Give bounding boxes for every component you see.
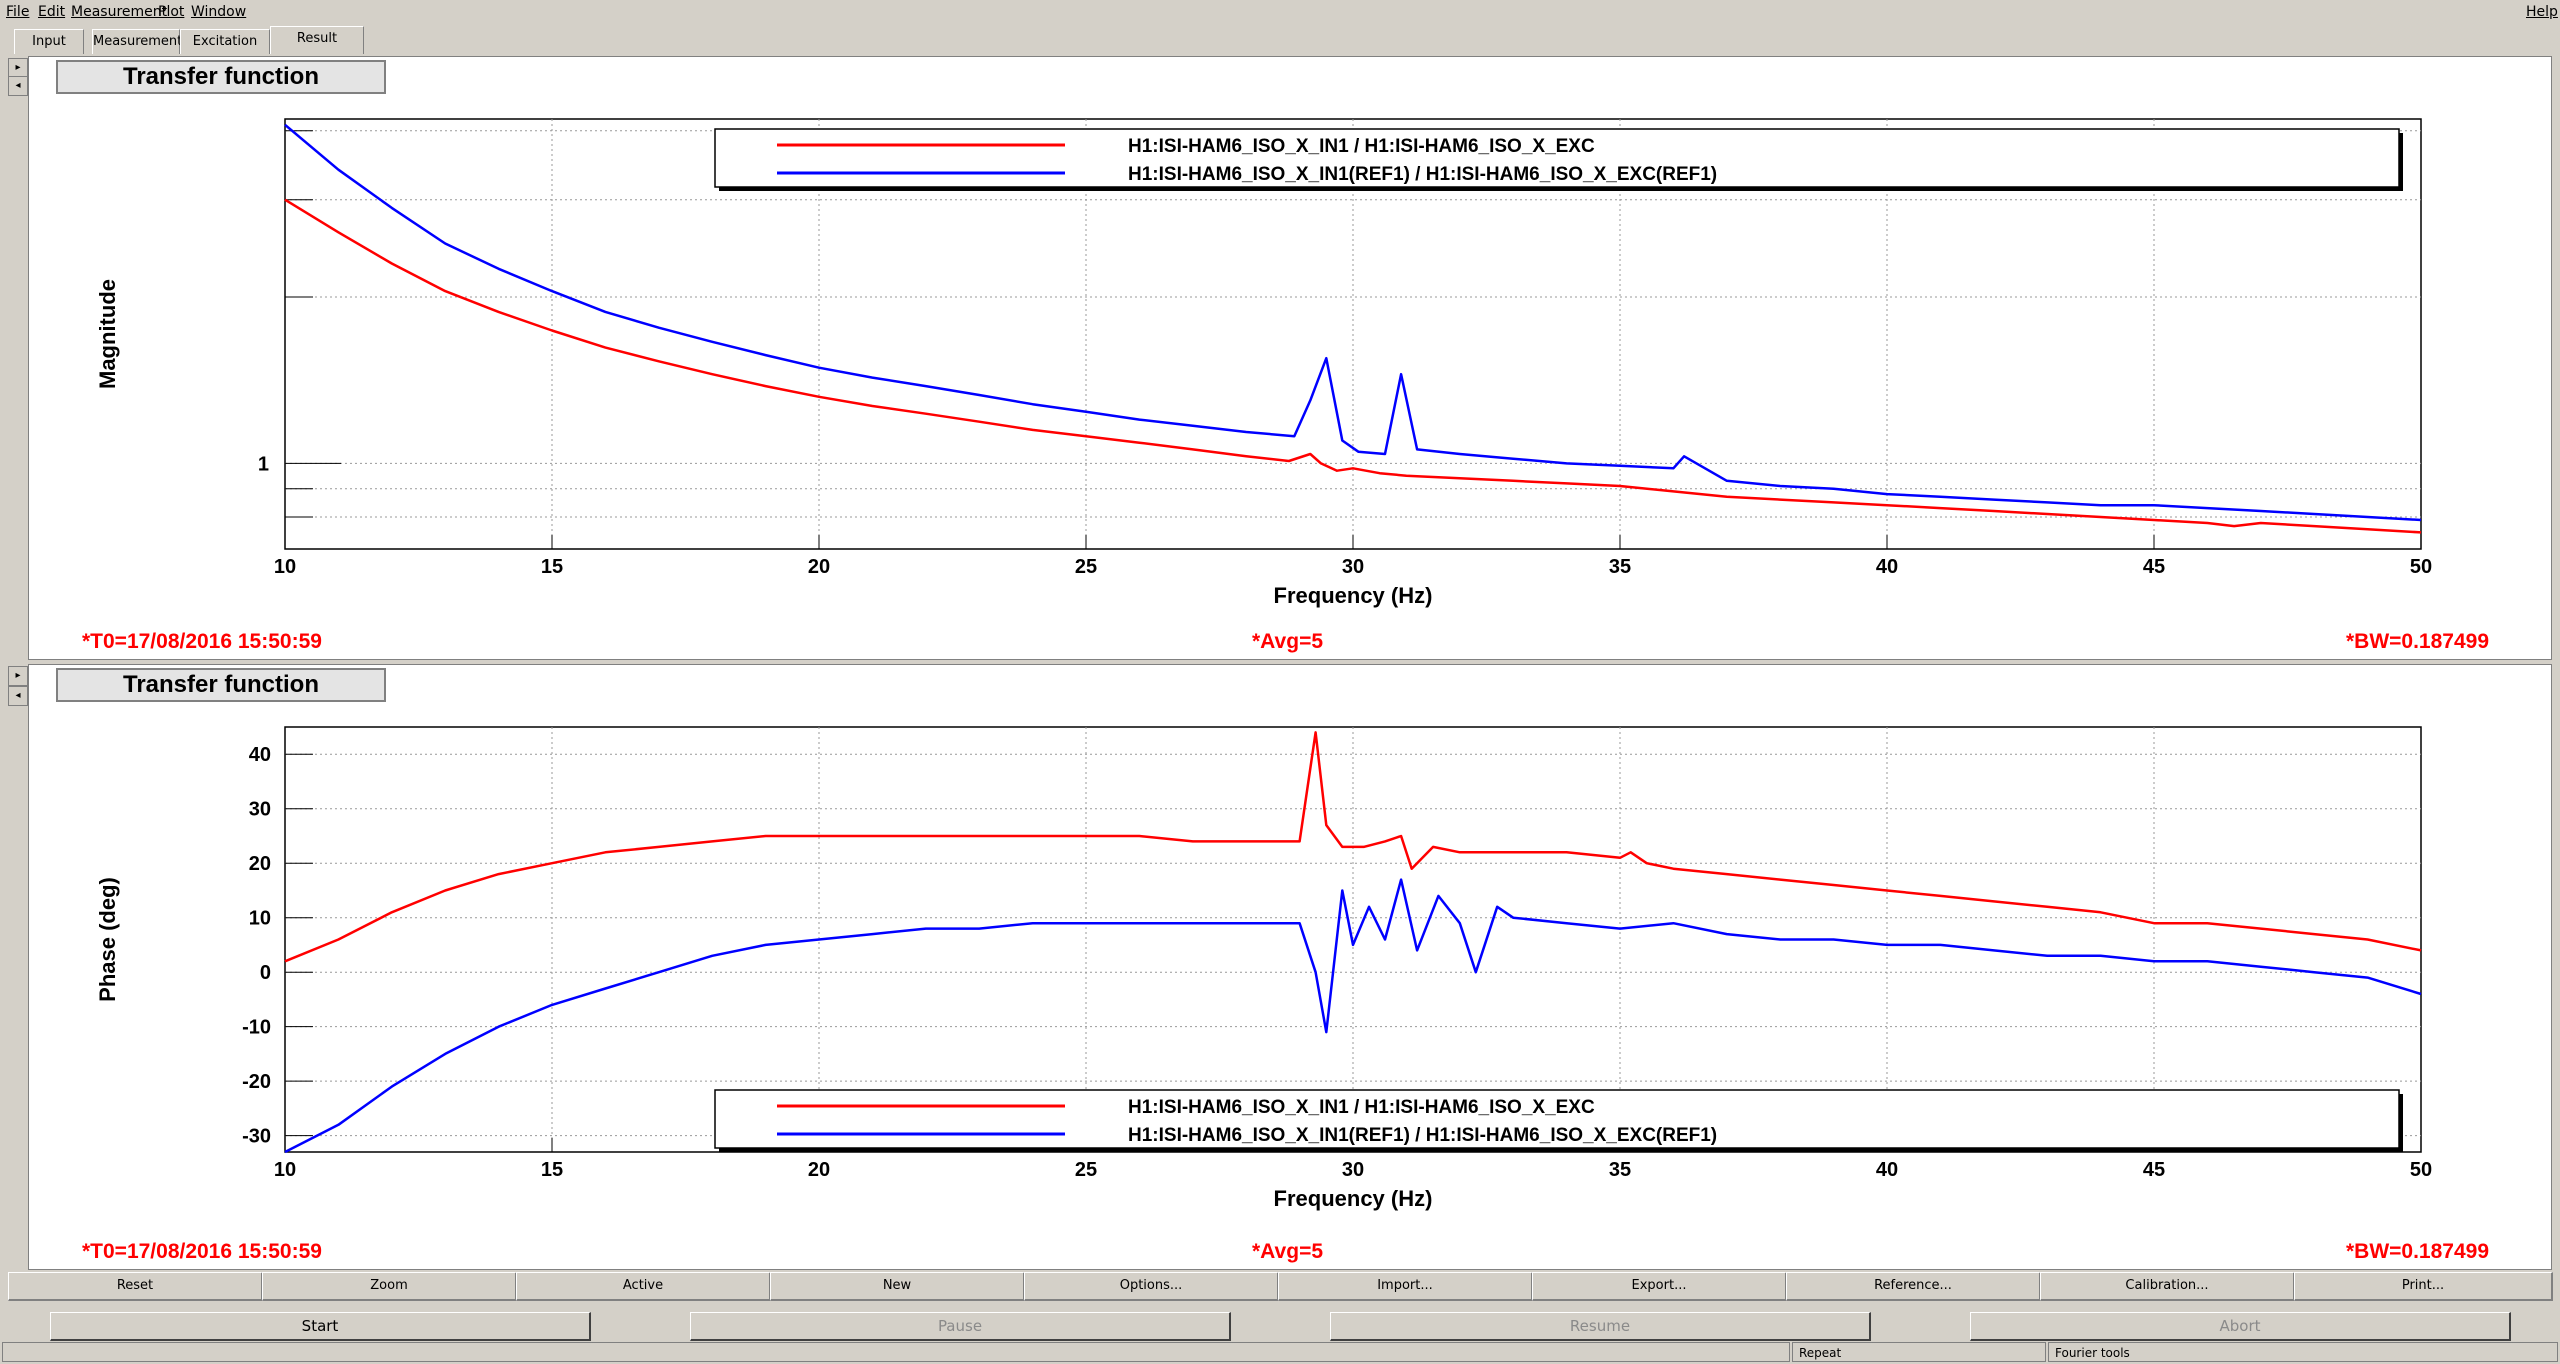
legend-entry: H1:ISI-HAM6_ISO_X_IN1(REF1) / H1:ISI-HAM… <box>1128 164 1717 185</box>
menu-window[interactable]: Window <box>191 4 246 20</box>
control-bar: Start Pause Resume Abort <box>0 1312 2560 1341</box>
status-message <box>2 1342 1790 1362</box>
menu-measurement-label: Measurement <box>71 4 168 20</box>
x-tick-label: 25 <box>1075 556 1097 578</box>
menu-file-label: File <box>6 4 30 20</box>
y-tick-label: -20 <box>242 1071 271 1093</box>
options-button[interactable]: Options... <box>1024 1272 1279 1301</box>
menu-bar: File Edit Measurement Plot Window Help <box>0 0 2560 24</box>
x-tick-label: 10 <box>274 556 296 578</box>
legend-entry: H1:ISI-HAM6_ISO_X_IN1 / H1:ISI-HAM6_ISO_… <box>1128 136 1595 157</box>
tab-input[interactable]: Input <box>14 29 84 54</box>
panel2-collapse-arrow-icon[interactable]: ◂ <box>8 686 28 706</box>
phase-chart[interactable]: 10 15 20 25 30 35 40 45 50 -30 -20 -10 0 10 20 30 40 Freq… <box>29 665 2551 1269</box>
y-axis-label: Phase (deg) <box>95 877 120 1002</box>
tab-excitation-label: Excitation <box>192 34 258 49</box>
panel2-t0-label: *T0=17/08/2016 15:50:59 <box>82 1240 322 1263</box>
x-tick-label: 15 <box>541 1159 563 1181</box>
reference-button[interactable]: Reference... <box>1786 1272 2041 1301</box>
menu-file[interactable]: File <box>6 4 29 20</box>
panel2-expand-arrow-icon[interactable]: ▸ <box>8 666 28 686</box>
print-button[interactable]: Print... <box>2294 1272 2553 1301</box>
reset-button[interactable]: Reset <box>8 1272 263 1301</box>
pause-button[interactable]: Pause <box>690 1312 1231 1341</box>
x-tick-label: 10 <box>274 1159 296 1181</box>
legend-entry: H1:ISI-HAM6_ISO_X_IN1 / H1:ISI-HAM6_ISO_… <box>1128 1097 1595 1118</box>
y-tick-label: 0 <box>260 962 271 984</box>
y-tick-label: -30 <box>242 1126 271 1148</box>
x-tick-label: 35 <box>1609 556 1631 578</box>
resume-button[interactable]: Resume <box>1330 1312 1871 1341</box>
tab-input-label: Input <box>32 34 66 49</box>
x-tick-label: 40 <box>1876 556 1898 578</box>
x-tick-label: 30 <box>1342 1159 1364 1181</box>
panel1-expand-arrow-icon[interactable]: ▸ <box>8 58 28 78</box>
tab-result[interactable]: Result <box>270 26 364 54</box>
calibration-button[interactable]: Calibration... <box>2040 1272 2295 1301</box>
x-tick-label: 50 <box>2410 1159 2432 1181</box>
abort-button[interactable]: Abort <box>1970 1312 2511 1341</box>
start-button[interactable]: Start <box>50 1312 591 1341</box>
series-line-blue <box>284 123 2422 522</box>
legend-entry: H1:ISI-HAM6_ISO_X_IN1(REF1) / H1:ISI-HAM… <box>1128 1125 1717 1146</box>
menu-edit[interactable]: Edit <box>38 4 65 20</box>
y-tick-label: 1 <box>258 453 269 475</box>
panel1-bw-label: *BW=0.187499 <box>2346 630 2490 653</box>
x-tick-label: 30 <box>1342 556 1364 578</box>
panel1-avg-label: *Avg=5 <box>1252 630 1324 653</box>
tab-measurement[interactable]: Measurement <box>92 29 183 54</box>
x-tick-label: 20 <box>808 556 830 578</box>
menu-help[interactable]: Help <box>2526 4 2558 20</box>
status-bar: Repeat Fourier tools <box>0 1340 2560 1364</box>
menu-plot[interactable]: Plot <box>158 4 184 20</box>
tab-excitation[interactable]: Excitation <box>180 29 270 54</box>
y-tick-label: -10 <box>242 1017 271 1039</box>
legend-box <box>714 1089 2400 1149</box>
zoom-button[interactable]: Zoom <box>262 1272 517 1301</box>
x-tick-label: 40 <box>1876 1159 1898 1181</box>
y-tick-label: 20 <box>249 853 271 875</box>
menu-plot-label: Plot <box>158 4 185 20</box>
series-line-blue <box>284 878 2422 1154</box>
plot-panel-2: 10 15 20 25 30 35 40 45 50 -30 -20 -10 0 10 20 30 40 Freq… <box>28 664 2552 1270</box>
panel1-collapse-arrow-icon[interactable]: ◂ <box>8 76 28 96</box>
panel1-title[interactable]: Transfer function <box>56 60 386 94</box>
y-tick-label: 30 <box>249 799 271 821</box>
series-line-red <box>284 731 2422 963</box>
panel1-t0-label: *T0=17/08/2016 15:50:59 <box>82 630 322 653</box>
x-axis-label: Frequency (Hz) <box>1274 583 1433 608</box>
x-tick-label: 50 <box>2410 556 2432 578</box>
x-tick-label: 15 <box>541 556 563 578</box>
y-axis-label: Magnitude <box>95 279 120 389</box>
x-tick-label: 25 <box>1075 1159 1097 1181</box>
plot-panel-1: 10 15 20 25 30 35 40 45 50 1 Frequency (Hz) Magnitu… <box>28 56 2552 660</box>
panel2-bw-label: *BW=0.187499 <box>2346 1240 2490 1263</box>
tab-bar: Input Measurement Excitation Result <box>0 26 2560 56</box>
menu-edit-label: Edit <box>38 4 66 20</box>
x-tick-label: 20 <box>808 1159 830 1181</box>
tab-result-label: Result <box>296 31 338 46</box>
plot-tool-bar: Reset Zoom Active New Options... Import.… <box>0 1272 2560 1301</box>
legend-box <box>714 128 2400 188</box>
import-button[interactable]: Import... <box>1278 1272 1533 1301</box>
panel2-avg-label: *Avg=5 <box>1252 1240 1324 1263</box>
x-axis-label: Frequency (Hz) <box>1274 1186 1433 1211</box>
x-tick-label: 35 <box>1609 1159 1631 1181</box>
tab-measurement-label: Measurement <box>93 34 183 49</box>
magnitude-chart[interactable]: 10 15 20 25 30 35 40 45 50 1 Frequency (Hz) Magnitu… <box>29 57 2551 659</box>
export-button[interactable]: Export... <box>1532 1272 1787 1301</box>
menu-help-label: Help <box>2526 4 2558 20</box>
x-tick-label: 45 <box>2143 1159 2165 1181</box>
new-button[interactable]: New <box>770 1272 1025 1301</box>
y-tick-label: 40 <box>249 744 271 766</box>
y-tick-label: 10 <box>249 908 271 930</box>
active-button[interactable]: Active <box>516 1272 771 1301</box>
panel2-title[interactable]: Transfer function <box>56 668 386 702</box>
menu-window-label: Window <box>191 4 247 20</box>
status-repeat: Repeat <box>1792 1342 2046 1362</box>
menu-measurement[interactable]: Measurement <box>71 4 167 20</box>
status-fourier-tools: Fourier tools <box>2048 1342 2558 1362</box>
x-tick-label: 45 <box>2143 556 2165 578</box>
series-line-red <box>284 198 2422 534</box>
